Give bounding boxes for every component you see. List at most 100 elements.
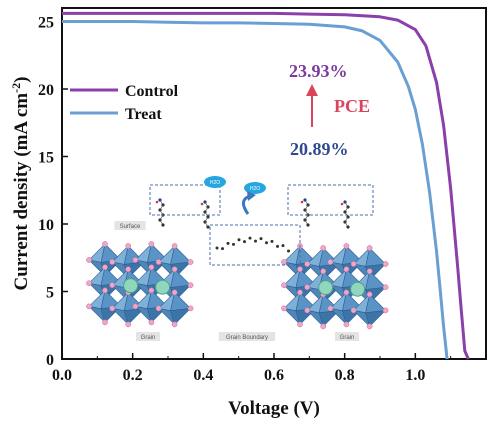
chain-atom <box>270 239 274 243</box>
atom-node <box>304 284 311 291</box>
grain-left <box>86 241 194 328</box>
atom-node <box>327 259 334 265</box>
atom-node <box>132 303 139 310</box>
octahedron-facet <box>318 309 341 327</box>
atom-node <box>171 321 178 328</box>
series-line-control <box>62 11 470 360</box>
chain-atom <box>232 242 235 246</box>
chain-atom <box>221 247 224 251</box>
molecule-atom <box>155 200 159 204</box>
cation-sphere <box>123 278 139 294</box>
legend-label-treat: Treat <box>125 106 162 123</box>
molecule-atom <box>340 202 344 206</box>
atom-node <box>366 245 373 251</box>
pce-control-value: 23.93% <box>289 61 348 81</box>
inset-label-bg <box>335 332 359 341</box>
atom-node <box>297 321 303 328</box>
chain-atom <box>226 241 230 245</box>
molecule-atom <box>200 202 204 206</box>
octahedron-facet <box>123 307 146 325</box>
inset-label: Surface <box>120 224 141 230</box>
chain-atom <box>259 237 263 241</box>
atom-node <box>171 289 178 296</box>
atom-node <box>125 266 132 273</box>
atom-node <box>155 259 162 265</box>
x-tick-label: 0.0 <box>52 367 72 384</box>
atom-node <box>148 241 155 247</box>
atom-node <box>171 266 178 273</box>
cation-sphere <box>318 280 334 296</box>
chain-atom <box>281 244 285 248</box>
chain-atom <box>215 246 219 250</box>
inset-label: Grain <box>141 335 156 341</box>
atom-node <box>320 245 327 251</box>
atom-node <box>297 289 303 296</box>
molecule-atom <box>161 223 165 227</box>
atom-node <box>102 241 108 247</box>
repel-arrow-head <box>247 191 256 201</box>
legend-label-control: Control <box>125 83 179 100</box>
y-tick-label: 5 <box>46 285 54 302</box>
atom-node <box>102 287 108 294</box>
water-bubble <box>204 176 226 188</box>
atom-node <box>327 305 334 312</box>
y-tick-label: 20 <box>38 82 54 99</box>
x-axis-label: Voltage (V) <box>228 398 320 419</box>
inset-label: Grain <box>340 335 355 341</box>
inset-schematic: H2O H2O Surface Grain Grain Boundary Grain <box>86 176 389 341</box>
water-label: H2O <box>210 180 220 186</box>
atom-node <box>350 307 357 314</box>
y-axis-label-main: Current density (mA cm <box>11 93 32 291</box>
dashed-box-surface-left <box>149 184 221 216</box>
atom-node <box>187 282 194 289</box>
atom-node <box>366 268 373 275</box>
inset-label-bg <box>136 332 160 341</box>
water-label: H2O <box>250 186 260 192</box>
cation-sphere <box>350 281 366 297</box>
atom-node <box>109 282 116 289</box>
y-axis-label-sup: -2 <box>9 83 23 93</box>
legend: Control Treat <box>70 83 179 123</box>
y-tick-label: 25 <box>38 15 54 32</box>
y-tick-label: 0 <box>46 352 54 369</box>
pce-annotation: 23.93% PCE 20.89% <box>289 61 370 159</box>
molecule-atom <box>300 200 304 204</box>
atom-node <box>297 266 303 273</box>
pce-label: PCE <box>334 96 370 116</box>
series-line-treat <box>62 20 449 360</box>
series-layer <box>62 11 470 360</box>
octahedron-facet <box>365 309 387 327</box>
atom-node <box>86 303 92 310</box>
atom-node <box>304 307 311 314</box>
atom-node <box>155 305 162 312</box>
chain-atom <box>248 236 252 240</box>
atom-node <box>350 261 357 267</box>
pce-treat-value: 20.89% <box>290 139 349 159</box>
atom-node <box>281 282 287 289</box>
dashed-box-boundary <box>209 224 301 266</box>
cation-sphere <box>155 279 171 295</box>
atom-node <box>281 305 287 312</box>
atom-node <box>382 307 389 314</box>
chain-atom <box>265 241 268 245</box>
inset-label: Grain Boundary <box>226 335 268 341</box>
inset-label-bg <box>114 221 146 230</box>
x-tick-label: 1.0 <box>405 367 425 384</box>
pce-arrow-head <box>306 84 318 96</box>
atom-node <box>109 259 116 265</box>
molecules <box>155 198 350 253</box>
water-molecule-icon: H2O <box>244 182 266 194</box>
atom-node <box>148 264 155 271</box>
atom-node <box>343 289 350 296</box>
atom-node <box>187 259 194 265</box>
atom-node <box>343 266 350 273</box>
atom-node <box>86 257 92 263</box>
atom-node <box>109 305 116 312</box>
atom-node <box>148 287 155 294</box>
molecule-atom <box>306 223 310 227</box>
octahedron-facet <box>170 307 192 325</box>
x-tick-label: 0.2 <box>123 367 143 384</box>
x-tick-label: 0.4 <box>193 367 213 384</box>
atom-node <box>102 264 108 271</box>
